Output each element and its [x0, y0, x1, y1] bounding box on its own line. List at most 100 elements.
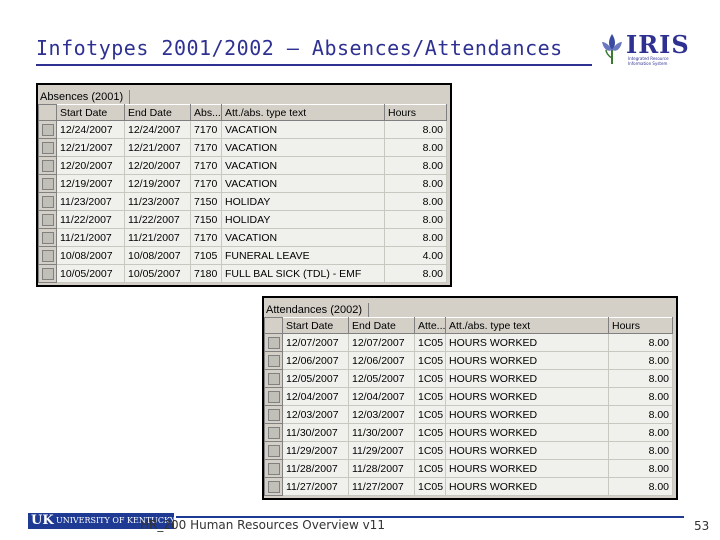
- table-cell[interactable]: 12/19/2007: [56, 174, 125, 193]
- row-selector-box[interactable]: [267, 426, 280, 439]
- table-cell[interactable]: 12/03/2007: [282, 405, 349, 424]
- column-header[interactable]: Abs...: [190, 104, 222, 121]
- table-row[interactable]: 10/08/2007 10/08/2007 7105 FUNERAL LEAVE 4.0…: [38, 246, 447, 265]
- table-cell[interactable]: 8.00: [608, 441, 673, 460]
- column-header[interactable]: End Date: [124, 104, 191, 121]
- row-selector-box[interactable]: [267, 336, 280, 349]
- table-cell[interactable]: 8.00: [608, 369, 673, 388]
- table-cell[interactable]: 1C05: [414, 477, 446, 496]
- table-cell[interactable]: 12/04/2007: [348, 387, 415, 406]
- table-cell[interactable]: FUNERAL LEAVE: [221, 246, 385, 265]
- table-cell[interactable]: 11/22/2007: [124, 210, 191, 229]
- row-selector[interactable]: [264, 369, 283, 388]
- table-cell[interactable]: 8.00: [608, 477, 673, 496]
- row-selector[interactable]: [264, 333, 283, 352]
- table-cell[interactable]: 11/28/2007: [282, 459, 349, 478]
- row-selector[interactable]: [264, 387, 283, 406]
- table-cell[interactable]: VACATION: [221, 138, 385, 157]
- column-header[interactable]: End Date: [348, 317, 415, 334]
- table-cell[interactable]: 1C05: [414, 423, 446, 442]
- table-cell[interactable]: 7170: [190, 120, 222, 139]
- table-cell[interactable]: 7170: [190, 174, 222, 193]
- table-cell[interactable]: 8.00: [608, 423, 673, 442]
- table-cell[interactable]: 1C05: [414, 333, 446, 352]
- column-header[interactable]: Start Date: [282, 317, 349, 334]
- row-selector[interactable]: [38, 210, 57, 229]
- table-cell[interactable]: 1C05: [414, 369, 446, 388]
- table-cell[interactable]: 10/08/2007: [56, 246, 125, 265]
- table-cell[interactable]: 11/23/2007: [124, 192, 191, 211]
- row-selector-box[interactable]: [41, 213, 54, 226]
- table-cell[interactable]: 8.00: [608, 333, 673, 352]
- column-header[interactable]: Att./abs. type text: [445, 317, 609, 334]
- table-cell[interactable]: 11/27/2007: [282, 477, 349, 496]
- table-cell[interactable]: 1C05: [414, 405, 446, 424]
- row-selector[interactable]: [264, 423, 283, 442]
- table-cell[interactable]: 7180: [190, 264, 222, 283]
- column-header[interactable]: Hours: [384, 104, 447, 121]
- table-cell[interactable]: 8.00: [384, 192, 447, 211]
- table-cell[interactable]: 12/20/2007: [56, 156, 125, 175]
- table-cell[interactable]: 12/21/2007: [124, 138, 191, 157]
- table-cell[interactable]: 12/05/2007: [282, 369, 349, 388]
- row-selector-box[interactable]: [41, 267, 54, 280]
- select-all-cell[interactable]: [38, 104, 57, 121]
- column-header[interactable]: Start Date: [56, 104, 125, 121]
- table-cell[interactable]: 8.00: [384, 174, 447, 193]
- table-cell[interactable]: 12/06/2007: [348, 351, 415, 370]
- table-cell[interactable]: 12/06/2007: [282, 351, 349, 370]
- row-selector-box[interactable]: [267, 372, 280, 385]
- table-row[interactable]: 11/29/2007 11/29/2007 1C05 HOURS WORKED 8.00: [264, 441, 673, 460]
- table-row[interactable]: 12/06/2007 12/06/2007 1C05 HOURS WORKED 8.00: [264, 351, 673, 370]
- row-selector[interactable]: [264, 405, 283, 424]
- table-cell[interactable]: 1C05: [414, 459, 446, 478]
- row-selector[interactable]: [38, 120, 57, 139]
- table-row[interactable]: 12/07/2007 12/07/2007 1C05 HOURS WORKED 8.00: [264, 333, 673, 352]
- table-row[interactable]: 12/21/2007 12/21/2007 7170 VACATION 8.00: [38, 138, 447, 157]
- table-row[interactable]: 11/22/2007 11/22/2007 7150 HOLIDAY 8.00: [38, 210, 447, 229]
- row-selector[interactable]: [38, 156, 57, 175]
- table-cell[interactable]: 7170: [190, 228, 222, 247]
- row-selector[interactable]: [264, 351, 283, 370]
- table-row[interactable]: 12/20/2007 12/20/2007 7170 VACATION 8.00: [38, 156, 447, 175]
- table-cell[interactable]: 8.00: [384, 120, 447, 139]
- table-cell[interactable]: 1C05: [414, 441, 446, 460]
- row-selector-box[interactable]: [267, 408, 280, 421]
- row-selector-box[interactable]: [267, 354, 280, 367]
- table-cell[interactable]: 8.00: [608, 387, 673, 406]
- table-cell[interactable]: VACATION: [221, 156, 385, 175]
- table-cell[interactable]: 10/08/2007: [124, 246, 191, 265]
- row-selector-box[interactable]: [41, 231, 54, 244]
- table-cell[interactable]: HOURS WORKED: [445, 477, 609, 496]
- table-cell[interactable]: 11/29/2007: [348, 441, 415, 460]
- row-selector-box[interactable]: [41, 159, 54, 172]
- row-selector-box[interactable]: [267, 390, 280, 403]
- table-cell[interactable]: 1C05: [414, 387, 446, 406]
- row-selector[interactable]: [264, 441, 283, 460]
- table-cell[interactable]: 12/03/2007: [348, 405, 415, 424]
- table-cell[interactable]: HOURS WORKED: [445, 351, 609, 370]
- row-selector[interactable]: [264, 477, 283, 496]
- column-header[interactable]: Atte...: [414, 317, 446, 334]
- table-cell[interactable]: 10/05/2007: [56, 264, 125, 283]
- table-cell[interactable]: 8.00: [384, 138, 447, 157]
- table-cell[interactable]: 12/24/2007: [56, 120, 125, 139]
- row-selector-box[interactable]: [267, 444, 280, 457]
- row-selector-box[interactable]: [41, 123, 54, 136]
- column-header[interactable]: Att./abs. type text: [221, 104, 385, 121]
- row-selector-box[interactable]: [267, 462, 280, 475]
- table-cell[interactable]: 8.00: [384, 264, 447, 283]
- table-cell[interactable]: 11/30/2007: [282, 423, 349, 442]
- table-cell[interactable]: 8.00: [384, 156, 447, 175]
- table-cell[interactable]: HOURS WORKED: [445, 333, 609, 352]
- table-cell[interactable]: 11/23/2007: [56, 192, 125, 211]
- table-cell[interactable]: 12/07/2007: [348, 333, 415, 352]
- table-cell[interactable]: 8.00: [608, 351, 673, 370]
- table-cell[interactable]: 11/27/2007: [348, 477, 415, 496]
- table-cell[interactable]: 8.00: [608, 459, 673, 478]
- table-cell[interactable]: HOURS WORKED: [445, 441, 609, 460]
- table-row[interactable]: 12/19/2007 12/19/2007 7170 VACATION 8.00: [38, 174, 447, 193]
- table-cell[interactable]: VACATION: [221, 174, 385, 193]
- column-header[interactable]: Hours: [608, 317, 673, 334]
- table-cell[interactable]: 12/07/2007: [282, 333, 349, 352]
